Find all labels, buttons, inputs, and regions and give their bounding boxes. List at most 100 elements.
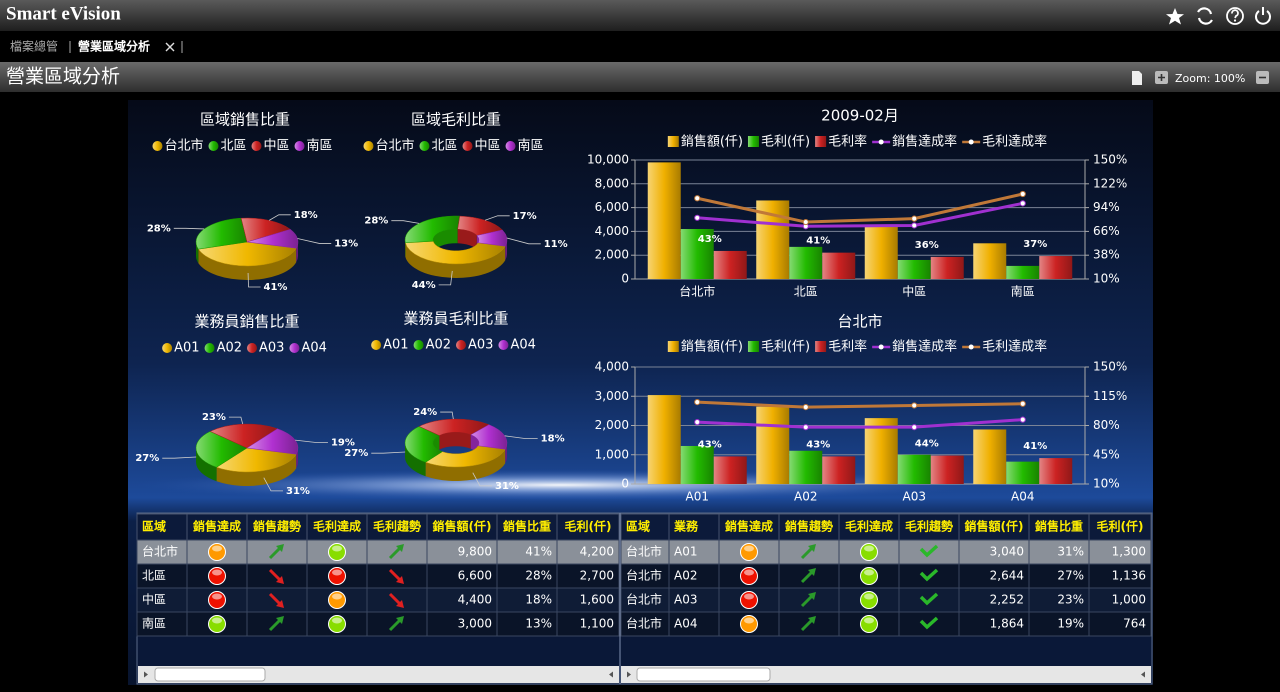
table-row[interactable] — [621, 612, 1151, 636]
pie-slice — [405, 240, 506, 265]
scrollbar-thumb[interactable] — [154, 667, 266, 682]
legend-label: A03 — [259, 341, 284, 356]
tab-active[interactable]: 營業區域分析 — [78, 39, 150, 54]
leader-line — [263, 477, 284, 492]
y2-tick-label: 66% — [1093, 224, 1120, 238]
bar — [680, 445, 714, 484]
logout-button[interactable] — [1255, 7, 1271, 25]
data-label: 24% — [413, 407, 437, 418]
cell-text: 28% — [525, 569, 552, 583]
cell-text: 台北市 — [626, 544, 662, 559]
cell-text: 4,400 — [458, 593, 492, 607]
y-tick-label: 4,000 — [595, 360, 629, 374]
pie-slice — [209, 423, 278, 449]
table-row[interactable] — [621, 564, 1151, 588]
legend-key — [456, 340, 466, 350]
bar — [822, 456, 856, 484]
status-light-highlight — [744, 545, 754, 552]
y2-tick-label: 122% — [1093, 176, 1127, 190]
cell-text: 18% — [525, 593, 552, 607]
tab-bar — [0, 31, 1280, 62]
app-title: Smart eVision — [6, 3, 121, 24]
y2-tick-label: 80% — [1093, 418, 1120, 432]
bar — [1039, 256, 1073, 279]
data-label: 28% — [147, 223, 171, 234]
pie-side — [296, 448, 298, 469]
cell-text: 台北市 — [626, 568, 662, 583]
chart-title: 區域毛利比重 — [411, 111, 501, 129]
legend: A01 A02 A03 A04 — [162, 341, 327, 356]
x-tick-label: 南區 — [1011, 284, 1035, 299]
pie-slice — [470, 424, 508, 450]
legend-label: 毛利率 — [828, 134, 867, 150]
table-row[interactable] — [621, 540, 1151, 564]
cell-text: 台北市 — [626, 592, 662, 607]
trend-arrow — [396, 576, 404, 584]
trend-arrow — [268, 618, 282, 632]
tab[interactable]: 檔案總管 — [10, 39, 58, 54]
legend-key — [667, 341, 679, 352]
y2-tick-label: 94% — [1093, 200, 1120, 214]
chart-title: 業務員銷售比重 — [194, 313, 299, 331]
pie-side — [439, 432, 471, 450]
pie-slice — [195, 217, 248, 250]
pie-side — [433, 229, 458, 254]
legend-key — [667, 136, 679, 147]
legend: 台北市 北區 中區 南區 — [152, 138, 333, 154]
bar — [973, 429, 1007, 484]
export-button[interactable] — [1132, 71, 1142, 85]
leader-line — [484, 215, 510, 221]
pie-side — [296, 242, 298, 263]
status-light-highlight — [332, 545, 342, 552]
trend-arrow — [396, 616, 404, 624]
trend-arrow — [276, 544, 284, 552]
table-row[interactable] — [621, 588, 1151, 612]
column-header: 銷售比重 — [1035, 519, 1083, 534]
tab-close[interactable] — [165, 42, 175, 52]
line — [697, 400, 1023, 409]
trend-arrow — [268, 592, 282, 606]
refresh-button[interactable] — [1197, 7, 1213, 25]
legend-label: 北區 — [220, 139, 246, 154]
y2-tick-label: 150% — [1093, 153, 1127, 167]
legend-key — [747, 136, 759, 147]
legend-key — [152, 141, 163, 151]
status-light-highlight — [864, 593, 874, 600]
data-label: 23% — [202, 412, 226, 423]
x-tick-label: A02 — [794, 490, 817, 504]
data-label: 43% — [806, 439, 830, 450]
bar — [647, 395, 681, 484]
cell-text: A04 — [674, 617, 697, 631]
legend-label: 毛利(仟) — [761, 135, 810, 150]
y-tick-label: 6,000 — [595, 200, 629, 214]
zoom-out-button[interactable] — [1256, 71, 1269, 84]
y2-tick-label: 150% — [1093, 360, 1127, 374]
bar — [897, 454, 931, 484]
cell-text: 台北市 — [626, 616, 662, 631]
bar — [789, 246, 823, 279]
zoom-in-button[interactable] — [1155, 71, 1168, 84]
line-point — [694, 419, 701, 426]
favorite-button[interactable] — [1166, 8, 1184, 25]
pie-side — [196, 448, 217, 482]
trend-arrow — [396, 600, 404, 608]
data-label: 18% — [294, 210, 318, 221]
cell-text: 13% — [525, 617, 552, 631]
y-tick-label: 10,000 — [587, 153, 629, 167]
legend-label: A04 — [510, 338, 535, 353]
legend-key — [878, 344, 884, 350]
cell-text: 2,700 — [580, 569, 614, 583]
trend-arrow — [800, 594, 814, 608]
cell-text: 41% — [525, 545, 552, 559]
trend-arrow — [388, 568, 402, 582]
bar — [789, 450, 823, 484]
help-button[interactable] — [1226, 7, 1244, 25]
x-tick-label: A01 — [686, 490, 709, 504]
data-label: 17% — [513, 211, 537, 222]
scrollbar-thumb[interactable] — [636, 667, 771, 682]
pie-side — [405, 242, 506, 278]
trend-arrow — [268, 568, 282, 582]
legend-label: 南區 — [307, 138, 333, 154]
column-header: 毛利趨勢 — [373, 519, 421, 534]
